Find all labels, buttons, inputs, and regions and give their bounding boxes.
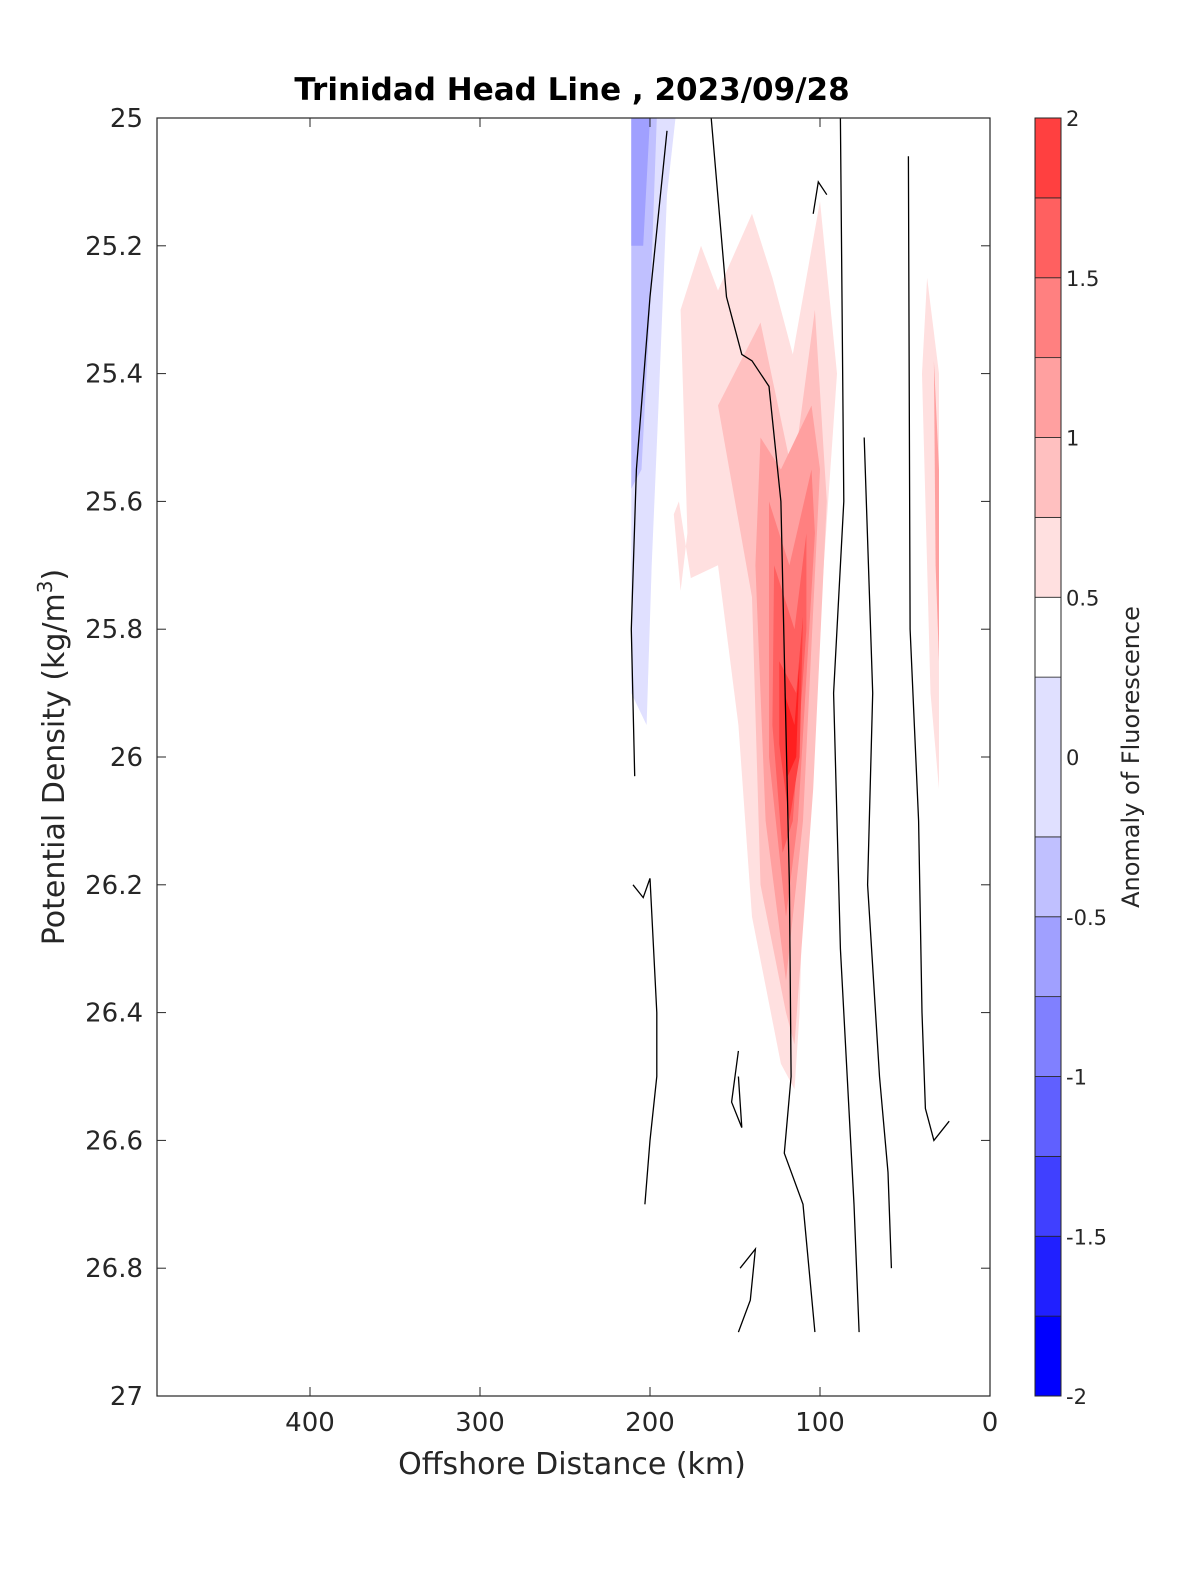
colorbar-swatch [1034, 437, 1062, 518]
y-tick-label: 25.4 [85, 360, 143, 390]
colorbar-swatch [1034, 676, 1062, 838]
colorbar-swatch [1034, 596, 1062, 678]
colorbar-swatches [1034, 117, 1062, 1397]
plot-background [157, 118, 990, 1396]
y-tick-label: 26 [110, 743, 143, 773]
y-tick-label: 26.6 [85, 1126, 143, 1156]
colorbar-swatch [1034, 516, 1062, 598]
y-axis-ticks: 25 25.2 25.4 25.6 25.8 26 26.2 26.4 26.6 26.8 27 [85, 104, 990, 1412]
y-axis-label: Potential Density (kg/m3) [33, 569, 72, 945]
colorbar-swatch [1034, 117, 1062, 199]
colorbar-tick-label: -2 [1066, 1385, 1087, 1409]
colorbar-swatch [1034, 836, 1062, 918]
zero-contour-1 [630, 130, 668, 777]
colorbar-tick-label: 0.5 [1066, 586, 1099, 610]
y-tick-label: 25.6 [85, 487, 143, 517]
colorbar-swatch [1034, 1235, 1062, 1317]
anomaly-fill-regions [631, 118, 939, 1090]
colorbar-swatch [1034, 1076, 1062, 1157]
x-tick-label: 200 [625, 1408, 675, 1438]
anomaly-region-14 [933, 360, 939, 662]
y-axis-label-main: Potential Density (kg/m [37, 593, 72, 945]
chart-title: Trinidad Head Line , 2023/09/28 [294, 72, 849, 108]
colorbar-swatch [1034, 1155, 1062, 1237]
colorbar-tick-label: 0 [1066, 746, 1079, 770]
colorbar-swatch [1034, 197, 1062, 279]
zero-contour-5 [812, 180, 828, 214]
zero-contour-0 [710, 117, 816, 1333]
x-axis-label: Offshore Distance (km) [398, 1447, 746, 1482]
colorbar-label: Anomaly of Fluorescence [1117, 606, 1145, 908]
y-tick-label: 26.4 [85, 999, 143, 1029]
y-tick-label: 25.8 [85, 615, 143, 645]
colorbar-tick-label: -1.5 [1066, 1225, 1107, 1249]
colorbar-swatch [1034, 996, 1062, 1077]
zero-contour-3 [730, 1050, 743, 1128]
y-tick-label: 27 [110, 1382, 143, 1412]
zero-contour-7 [863, 437, 893, 1269]
colorbar-tick-label: -1 [1066, 1066, 1087, 1090]
y-tick-label: 26.8 [85, 1254, 143, 1284]
colorbar-frame [1034, 117, 1062, 1397]
zero-contour-2 [632, 878, 658, 1205]
y-tick-label: 26.2 [85, 871, 143, 901]
colorbar-tick-label: 1 [1066, 427, 1079, 451]
y-axis-label-superscript: 3 [33, 580, 57, 593]
x-axis-ticks: 400 300 200 100 0 [285, 118, 998, 1438]
colorbar-swatch [1034, 277, 1062, 359]
colorbar-tick-label: -0.5 [1066, 906, 1107, 930]
zero-contour-6 [832, 117, 860, 1333]
colorbar-ticks: -2 -1.5 -1 -0.5 0 0.5 1 1.5 2 [1066, 107, 1107, 1409]
colorbar-swatch [1034, 1315, 1062, 1397]
colorbar-tick-label: 2 [1066, 107, 1079, 131]
x-tick-label: 300 [455, 1408, 505, 1438]
zero-contour-4 [737, 1246, 757, 1333]
x-tick-label: 400 [285, 1408, 335, 1438]
y-tick-label: 25.2 [85, 232, 143, 262]
colorbar-swatch [1034, 916, 1062, 998]
plot-area: 400 300 200 100 0 25 25.2 25.4 25.6 25.8 26 26.2 26… [85, 104, 998, 1438]
anomaly-region-12 [784, 661, 800, 777]
y-axis-label-suffix: ) [37, 569, 72, 581]
colorbar-tick-label: 1.5 [1066, 267, 1099, 291]
colorbar: -2 -1.5 -1 -0.5 0 0.5 1 1.5 2 Anomaly of Fluores… [1034, 107, 1145, 1409]
anomaly-region-3 [631, 118, 650, 246]
x-tick-label: 100 [795, 1408, 845, 1438]
zero-contour-8 [907, 156, 950, 1142]
zero-contour-lines [630, 117, 950, 1333]
y-tick-label: 25 [110, 104, 143, 134]
anomaly-region-5 [867, 846, 873, 904]
colorbar-swatch [1034, 357, 1062, 438]
x-tick-label: 0 [982, 1408, 999, 1438]
